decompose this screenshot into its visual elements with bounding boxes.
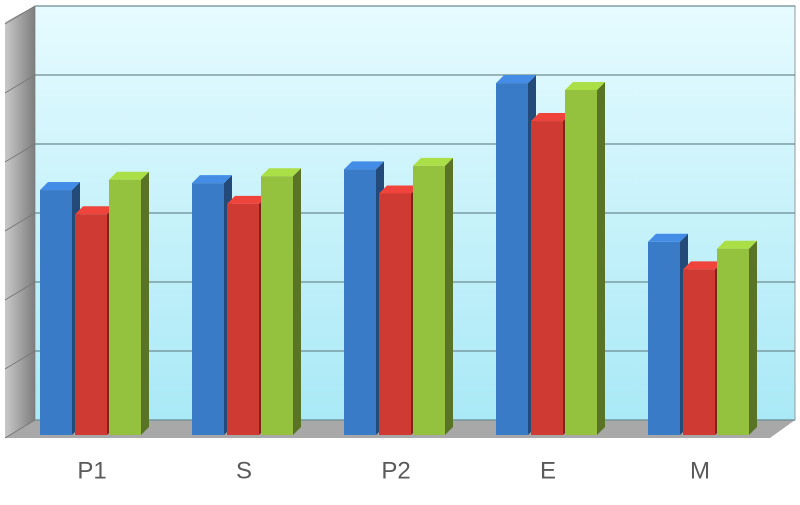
bar-side <box>445 157 453 435</box>
bar <box>717 248 749 435</box>
bar <box>40 190 72 435</box>
bar-top <box>717 240 757 249</box>
bar-side <box>293 168 301 435</box>
side-grid-line <box>4 74 36 94</box>
labels: P1 S P2 E M <box>77 457 710 484</box>
bar <box>648 241 680 435</box>
bar-top <box>683 261 723 270</box>
bar <box>75 214 107 435</box>
bar-top <box>496 75 536 84</box>
x-tick-label: M <box>690 457 710 484</box>
bar-side <box>749 240 757 435</box>
bar-top <box>109 171 149 180</box>
bar <box>261 176 293 435</box>
bar-top <box>379 185 419 194</box>
bar-top <box>531 113 571 122</box>
bar-top <box>40 182 80 191</box>
x-tick-label: P1 <box>77 457 106 484</box>
side-grid-line <box>4 350 36 370</box>
bar <box>227 203 259 435</box>
x-tick-label: P2 <box>381 457 410 484</box>
bars <box>40 75 757 436</box>
side-grid-line <box>4 419 36 439</box>
bar <box>565 90 597 435</box>
bar-top <box>75 206 115 215</box>
bar <box>192 183 224 435</box>
bar <box>496 83 528 435</box>
side-grid-line <box>4 212 36 232</box>
bar-top <box>565 82 605 90</box>
bar <box>109 179 141 435</box>
side-grid-line <box>4 143 36 163</box>
bar-top <box>413 157 453 166</box>
bar-side <box>141 171 149 435</box>
bar-top <box>648 233 688 242</box>
bar <box>379 193 411 435</box>
bar-side <box>597 82 605 435</box>
x-tick-label: S <box>236 457 252 484</box>
bar <box>413 165 445 435</box>
bar <box>344 169 376 435</box>
bar-top <box>192 175 232 184</box>
x-tick-label: E <box>540 457 556 484</box>
bar-top <box>261 168 301 177</box>
side-grid-line <box>4 5 36 25</box>
bar-top <box>344 161 384 170</box>
side-grid-line <box>4 281 36 301</box>
bar <box>531 121 563 436</box>
bar <box>683 269 715 435</box>
bar-top <box>227 195 267 204</box>
